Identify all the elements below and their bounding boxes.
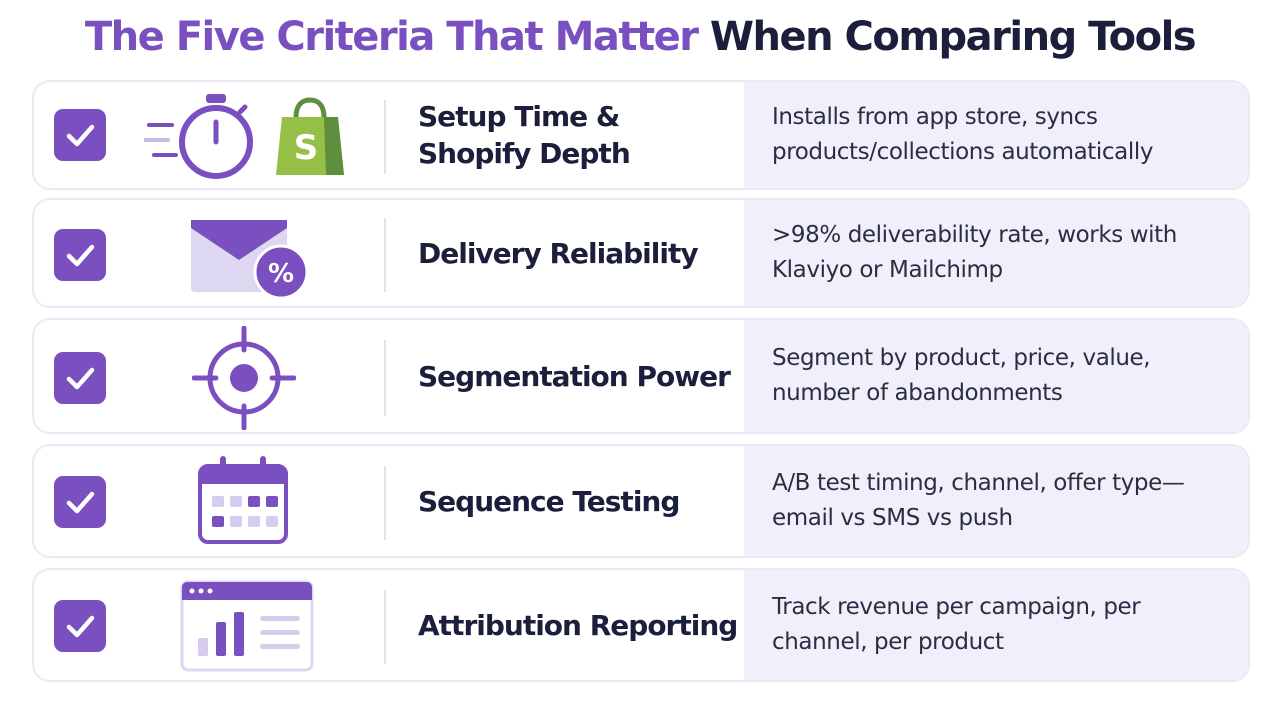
target-icon (192, 326, 296, 430)
title-rest: When Comparing Tools (697, 14, 1197, 60)
svg-text:%: % (268, 259, 294, 289)
checkbox-checked[interactable] (54, 109, 106, 161)
check-icon (66, 615, 95, 638)
criteria-row-sequence: Sequence Testing A/B test timing, channe… (32, 444, 1250, 558)
envelope-percent-icon: % (190, 220, 309, 300)
svg-text:S: S (294, 128, 319, 168)
check-icon (66, 491, 95, 514)
criteria-row-delivery: % Delivery Reliability >98% deliverabili… (32, 198, 1250, 308)
title-accent: The Five Criteria That Matter (84, 14, 699, 60)
criteria-description: Installs from app store, syncs products/… (772, 104, 1154, 165)
checkbox-checked[interactable] (54, 476, 106, 528)
calendar-icon (198, 456, 288, 544)
checkbox-checked[interactable] (54, 352, 106, 404)
report-chart-icon (180, 580, 314, 672)
criteria-row-attribution: Attribution Reporting Track revenue per … (32, 568, 1250, 682)
criteria-label: Attribution Reporting (418, 608, 738, 642)
criteria-row-setup: S Setup Time & Shopify Depth Installs fr… (32, 80, 1250, 190)
page-title: The Five Criteria That Matter When Compa… (0, 14, 1280, 60)
criteria-label: Sequence Testing (418, 484, 680, 518)
criteria-description: Track revenue per campaign, per channel,… (772, 594, 1141, 655)
shopify-bag-icon: S (276, 97, 344, 175)
criteria-row-segmentation: Segmentation Power Segment by product, p… (32, 318, 1250, 434)
check-icon (66, 244, 95, 267)
checkbox-checked[interactable] (54, 229, 106, 281)
criteria-label: Delivery Reliability (418, 236, 699, 270)
stopwatch-icon (144, 94, 253, 179)
check-icon (66, 367, 95, 390)
criteria-description: >98% deliverability rate, works with Kla… (772, 222, 1177, 283)
criteria-description: Segment by product, price, value, number… (772, 345, 1151, 406)
check-icon (66, 124, 95, 147)
checkbox-checked[interactable] (54, 600, 106, 652)
criteria-label: Setup Time & Shopify Depth (418, 100, 631, 170)
criteria-description: A/B test timing, channel, offer type—ema… (772, 470, 1185, 531)
criteria-label: Segmentation Power (418, 359, 731, 393)
